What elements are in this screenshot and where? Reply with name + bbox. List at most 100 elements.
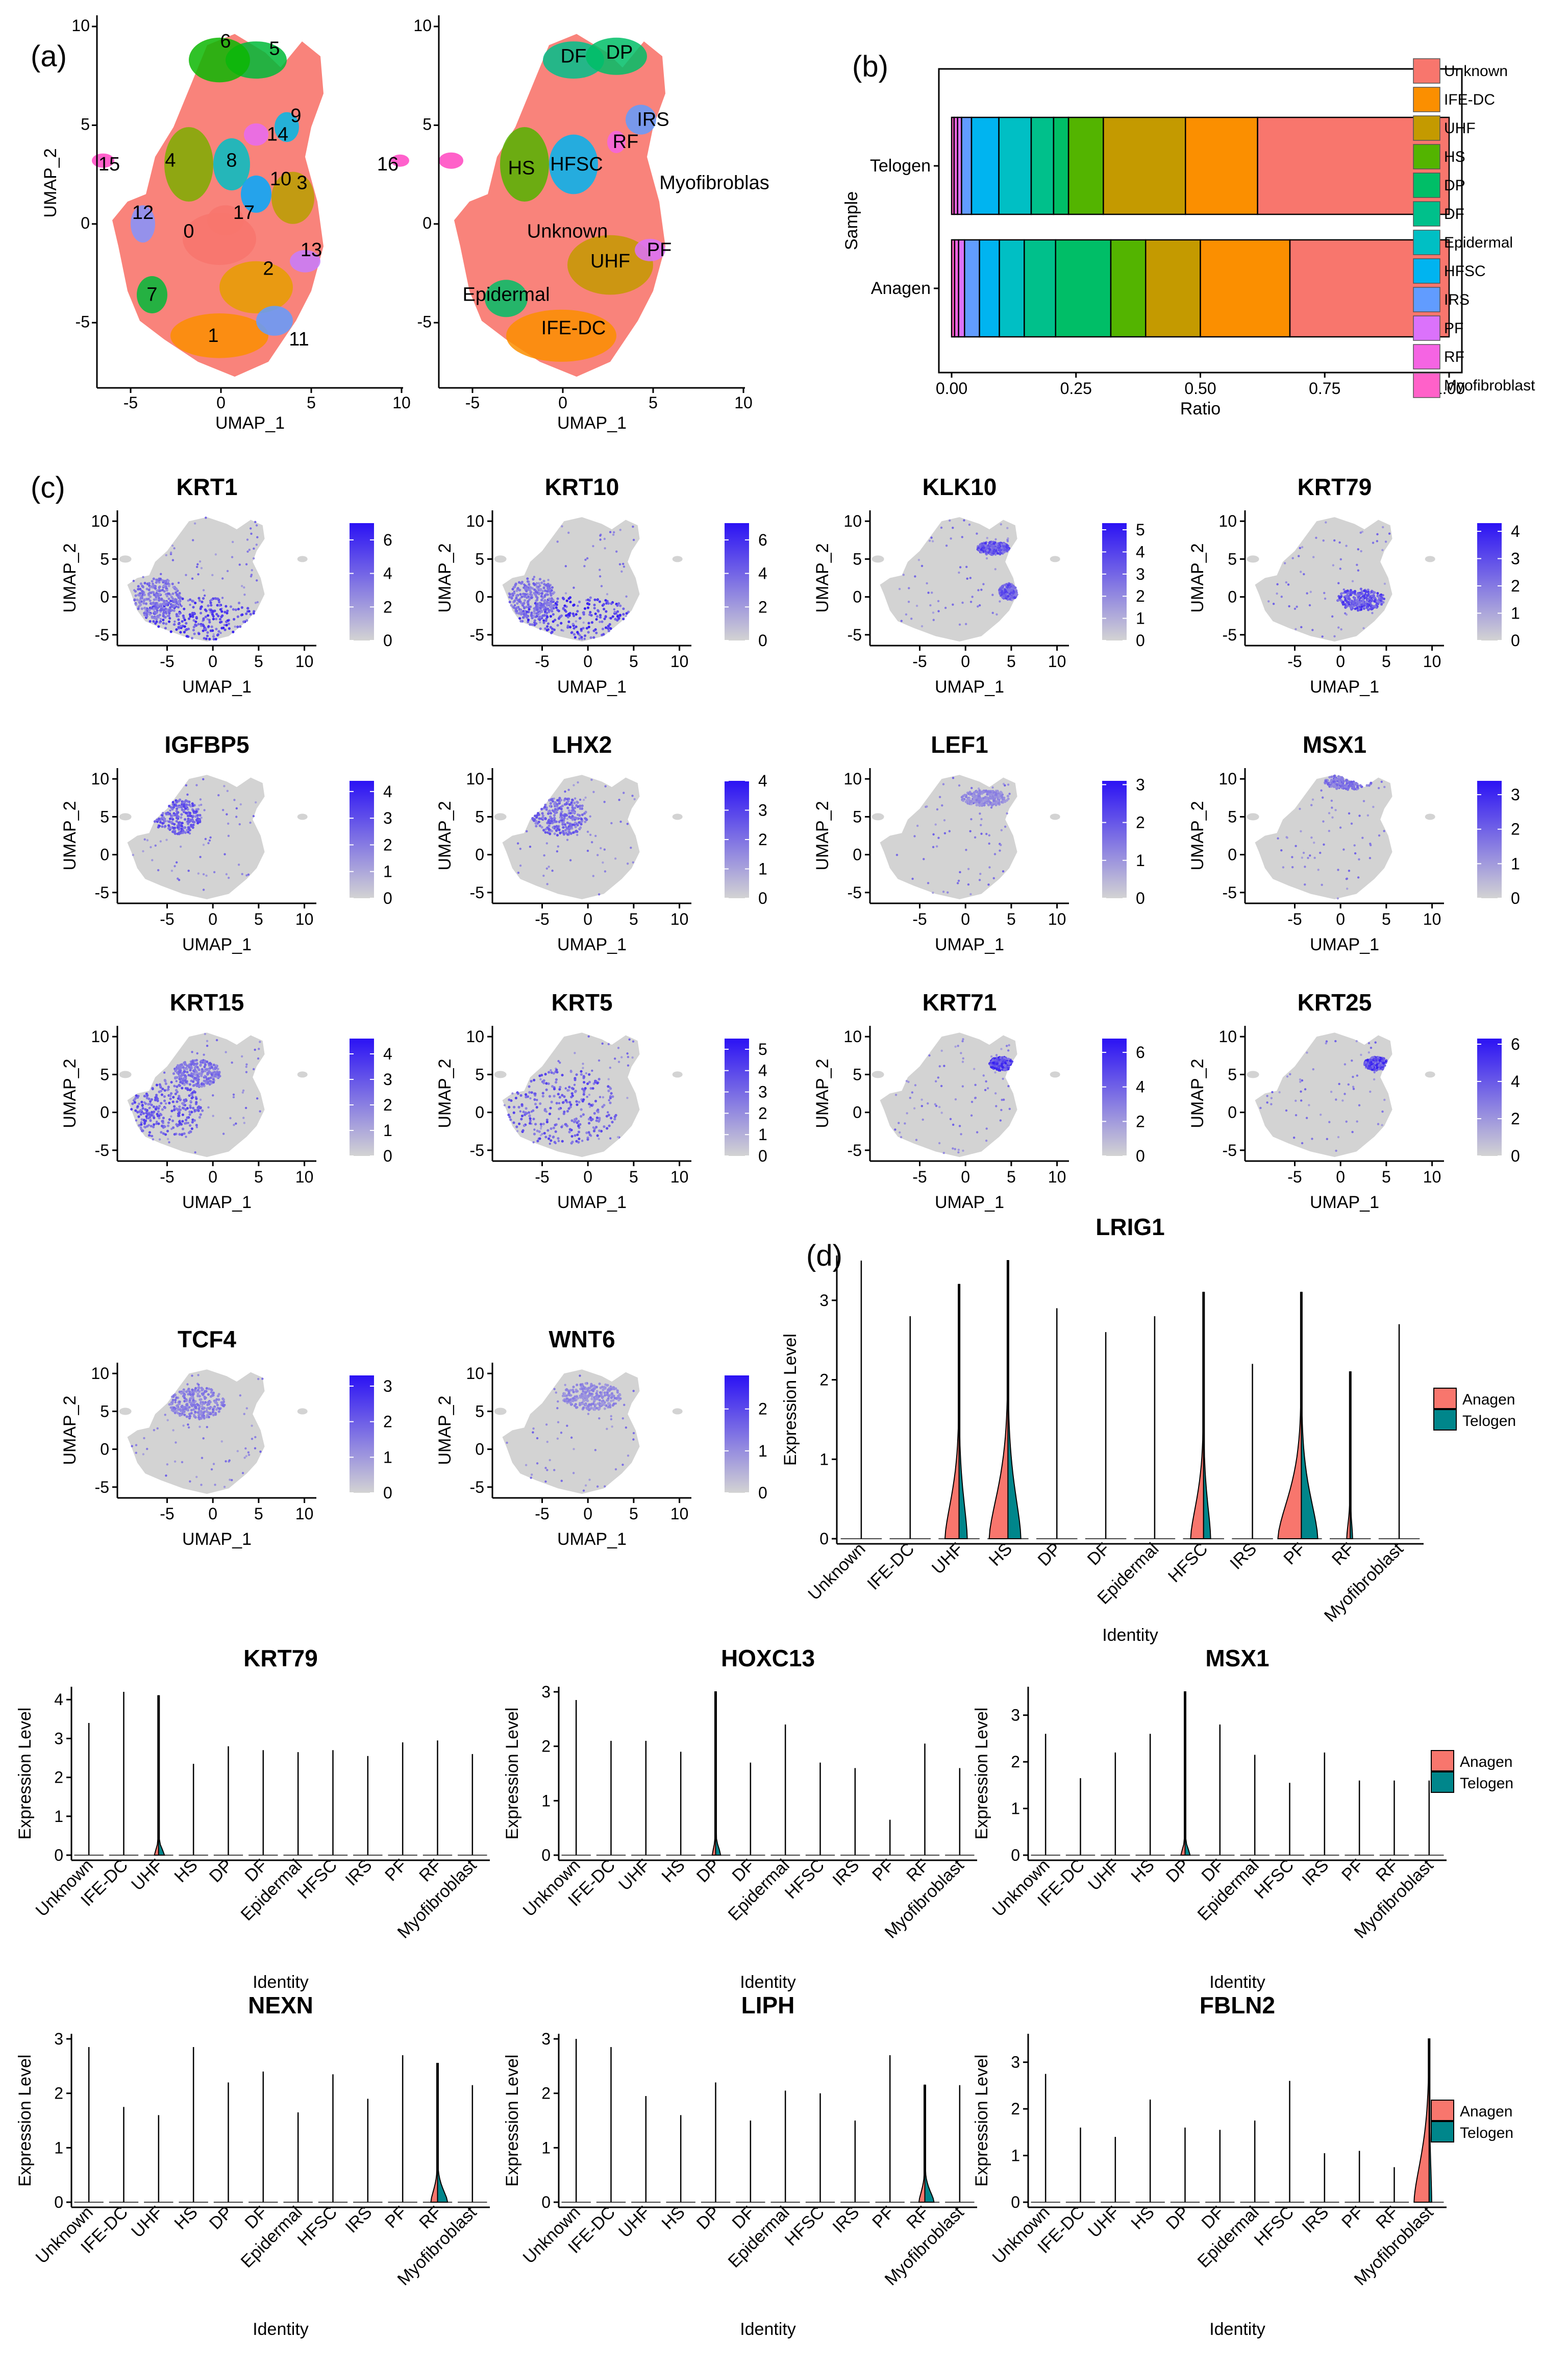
legend-label: PF [1444,320,1463,337]
expr-cell [599,1096,602,1098]
expr-cell [1363,602,1366,605]
expr-cell [522,612,526,616]
expr-cell [1377,786,1380,790]
expr-cell [519,620,522,623]
expr-cell [234,608,237,611]
expr-cell [176,1100,179,1103]
x-tick-label: 5 [1382,652,1391,671]
expr-cell [147,598,150,601]
expr-cell [533,619,536,622]
expr-cell [961,1085,964,1088]
expr-cell [186,1071,189,1074]
expr-cell [1340,786,1344,790]
expr-cell [942,891,945,893]
expr-cell [594,834,597,837]
expr-cell [573,784,575,786]
expr-cell [169,630,172,633]
expr-cell [604,626,608,629]
expr-cell [226,813,228,816]
expr-cell [148,599,152,602]
expr-cell [565,599,568,602]
x-tick-label: 5 [1007,1168,1016,1186]
expr-cell [984,541,987,545]
expr-cell [927,592,930,594]
expr-cell [586,849,589,852]
expr-cell [1000,586,1004,589]
expr-cell [980,832,983,835]
expr-cell [550,820,553,823]
bar-segment-pf [958,239,965,338]
expr-cell [573,633,576,636]
expr-cell [1293,607,1297,610]
y-tick-label: 10 [91,1027,109,1046]
expr-cell [581,1100,584,1103]
expr-cell [171,818,175,821]
expr-cell [143,1125,146,1128]
celltype-region [549,134,598,194]
expr-cell [524,593,528,596]
expr-cell [1288,605,1290,608]
expr-cell [1346,601,1350,604]
bar-segment-hfsc [979,239,1000,338]
expr-cell [548,587,552,590]
cluster-label: 16 [377,154,399,175]
expr-cell [1382,594,1384,597]
expr-cell [134,1096,137,1099]
expr-cell [168,804,171,807]
expr-cell [1349,588,1353,592]
expr-cell [1337,582,1340,584]
expr-cell [168,612,171,615]
expr-cell [166,1124,170,1127]
expr-cell [996,790,1000,794]
expr-cell [259,1110,261,1113]
expr-cell [526,830,528,833]
expr-cell [226,609,229,612]
expr-cell [168,1141,170,1144]
expr-cell [256,579,258,582]
expr-cell [949,1118,952,1120]
expr-cell [198,599,202,602]
expr-cell [1388,532,1391,535]
expr-cell [516,842,519,845]
expr-cell [194,601,197,605]
expr-cell [562,607,565,610]
expr-cell [227,822,230,825]
expr-cell [137,1115,140,1118]
expr-cell [183,619,186,622]
expr-cell [202,597,205,600]
expr-cell [990,545,993,548]
expr-cell [969,601,973,603]
expr-cell [217,630,220,633]
legend-label: Myofibroblast [1444,377,1535,394]
expr-cell [1319,851,1322,854]
expr-cell [252,815,255,818]
expr-cell [152,1125,155,1128]
expr-cell [601,620,604,623]
x-tick-label: 0.50 [1184,379,1216,398]
expr-cell [988,797,991,800]
expr-cell [186,635,189,638]
expr-cell [590,841,593,844]
expr-cell [950,537,952,540]
expr-cell [204,608,207,611]
expr-cell [526,1095,530,1098]
expr-cell [155,618,158,621]
expr-cell [204,1032,207,1036]
celltype-label: HS [508,157,535,179]
expr-cell [225,1051,227,1053]
expr-cell [556,1071,559,1074]
expr-cell [540,581,543,584]
expr-cell [583,607,587,610]
umap-cells [502,775,640,899]
celltype-region [439,152,463,169]
expr-cell [557,609,560,612]
expr-cell [175,628,178,631]
expr-cell [145,613,148,616]
expr-cell [563,604,566,607]
expr-cell [223,785,226,787]
expr-cell [176,811,179,815]
expr-cell [1373,596,1377,600]
expr-cell [592,791,595,793]
